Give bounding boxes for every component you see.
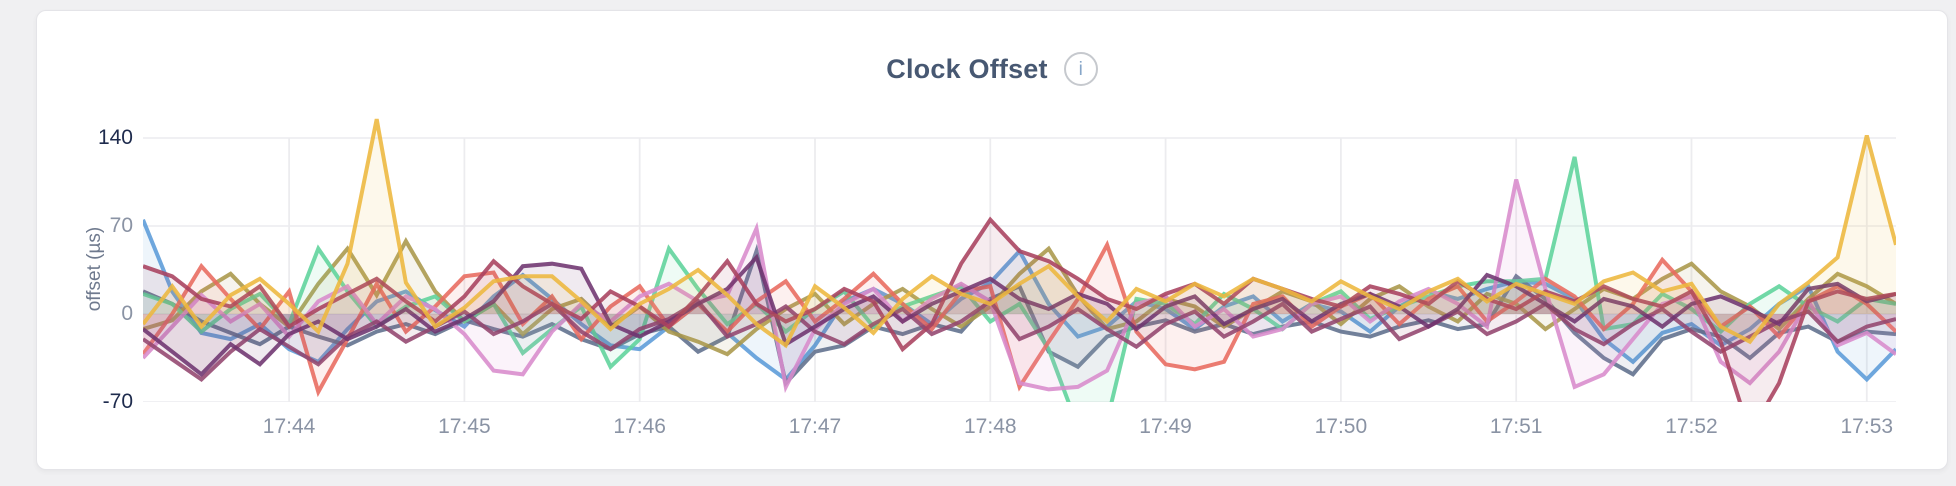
series-2-area (143, 251, 1896, 384)
x-tick-label: 17:47 (788, 415, 842, 438)
y-tick-label: 70 (109, 214, 133, 237)
series-3-line[interactable] (143, 237, 1896, 357)
x-tick-label: 17:51 (1489, 415, 1543, 438)
series-10-area (143, 119, 1896, 346)
info-icon[interactable]: i (1063, 52, 1098, 86)
series-6-line[interactable] (143, 178, 1896, 394)
series-10-line[interactable] (143, 118, 1896, 349)
series-2-line[interactable] (143, 243, 1896, 388)
chart-header: Clock Offset i (37, 49, 1947, 89)
chart-title: Clock Offset (886, 53, 1048, 84)
x-tick-label: 17:49 (1139, 415, 1192, 438)
plot-svg (143, 118, 1896, 402)
plot-area[interactable] (143, 111, 1896, 402)
x-tick-label: 17:45 (438, 415, 491, 438)
series-9-area (143, 219, 1896, 402)
x-tick-label: 17:48 (964, 415, 1017, 438)
x-tick-label: 17:44 (262, 415, 316, 438)
x-tick-label: 17:53 (1840, 415, 1894, 438)
chart-card: Clock Offset i offset (µs) 140 70 0 -70 17:… (36, 10, 1948, 470)
series-8-line[interactable] (143, 253, 1896, 377)
series-9-line[interactable] (143, 216, 1896, 402)
y-axis-label: offset (µs) (84, 226, 105, 312)
y-tick-label: 140 (97, 126, 133, 149)
series-5-area (143, 244, 1896, 392)
series-8-area (143, 257, 1896, 375)
x-tick-label: 17:50 (1314, 415, 1368, 438)
x-tick-label: 17:52 (1665, 415, 1718, 438)
series-5-line[interactable] (143, 239, 1896, 398)
y-tick-label: -70 (102, 390, 133, 413)
y-tick-label: 0 (121, 302, 133, 325)
series-6-area (143, 179, 1896, 390)
x-tick-label: 17:46 (613, 415, 666, 438)
